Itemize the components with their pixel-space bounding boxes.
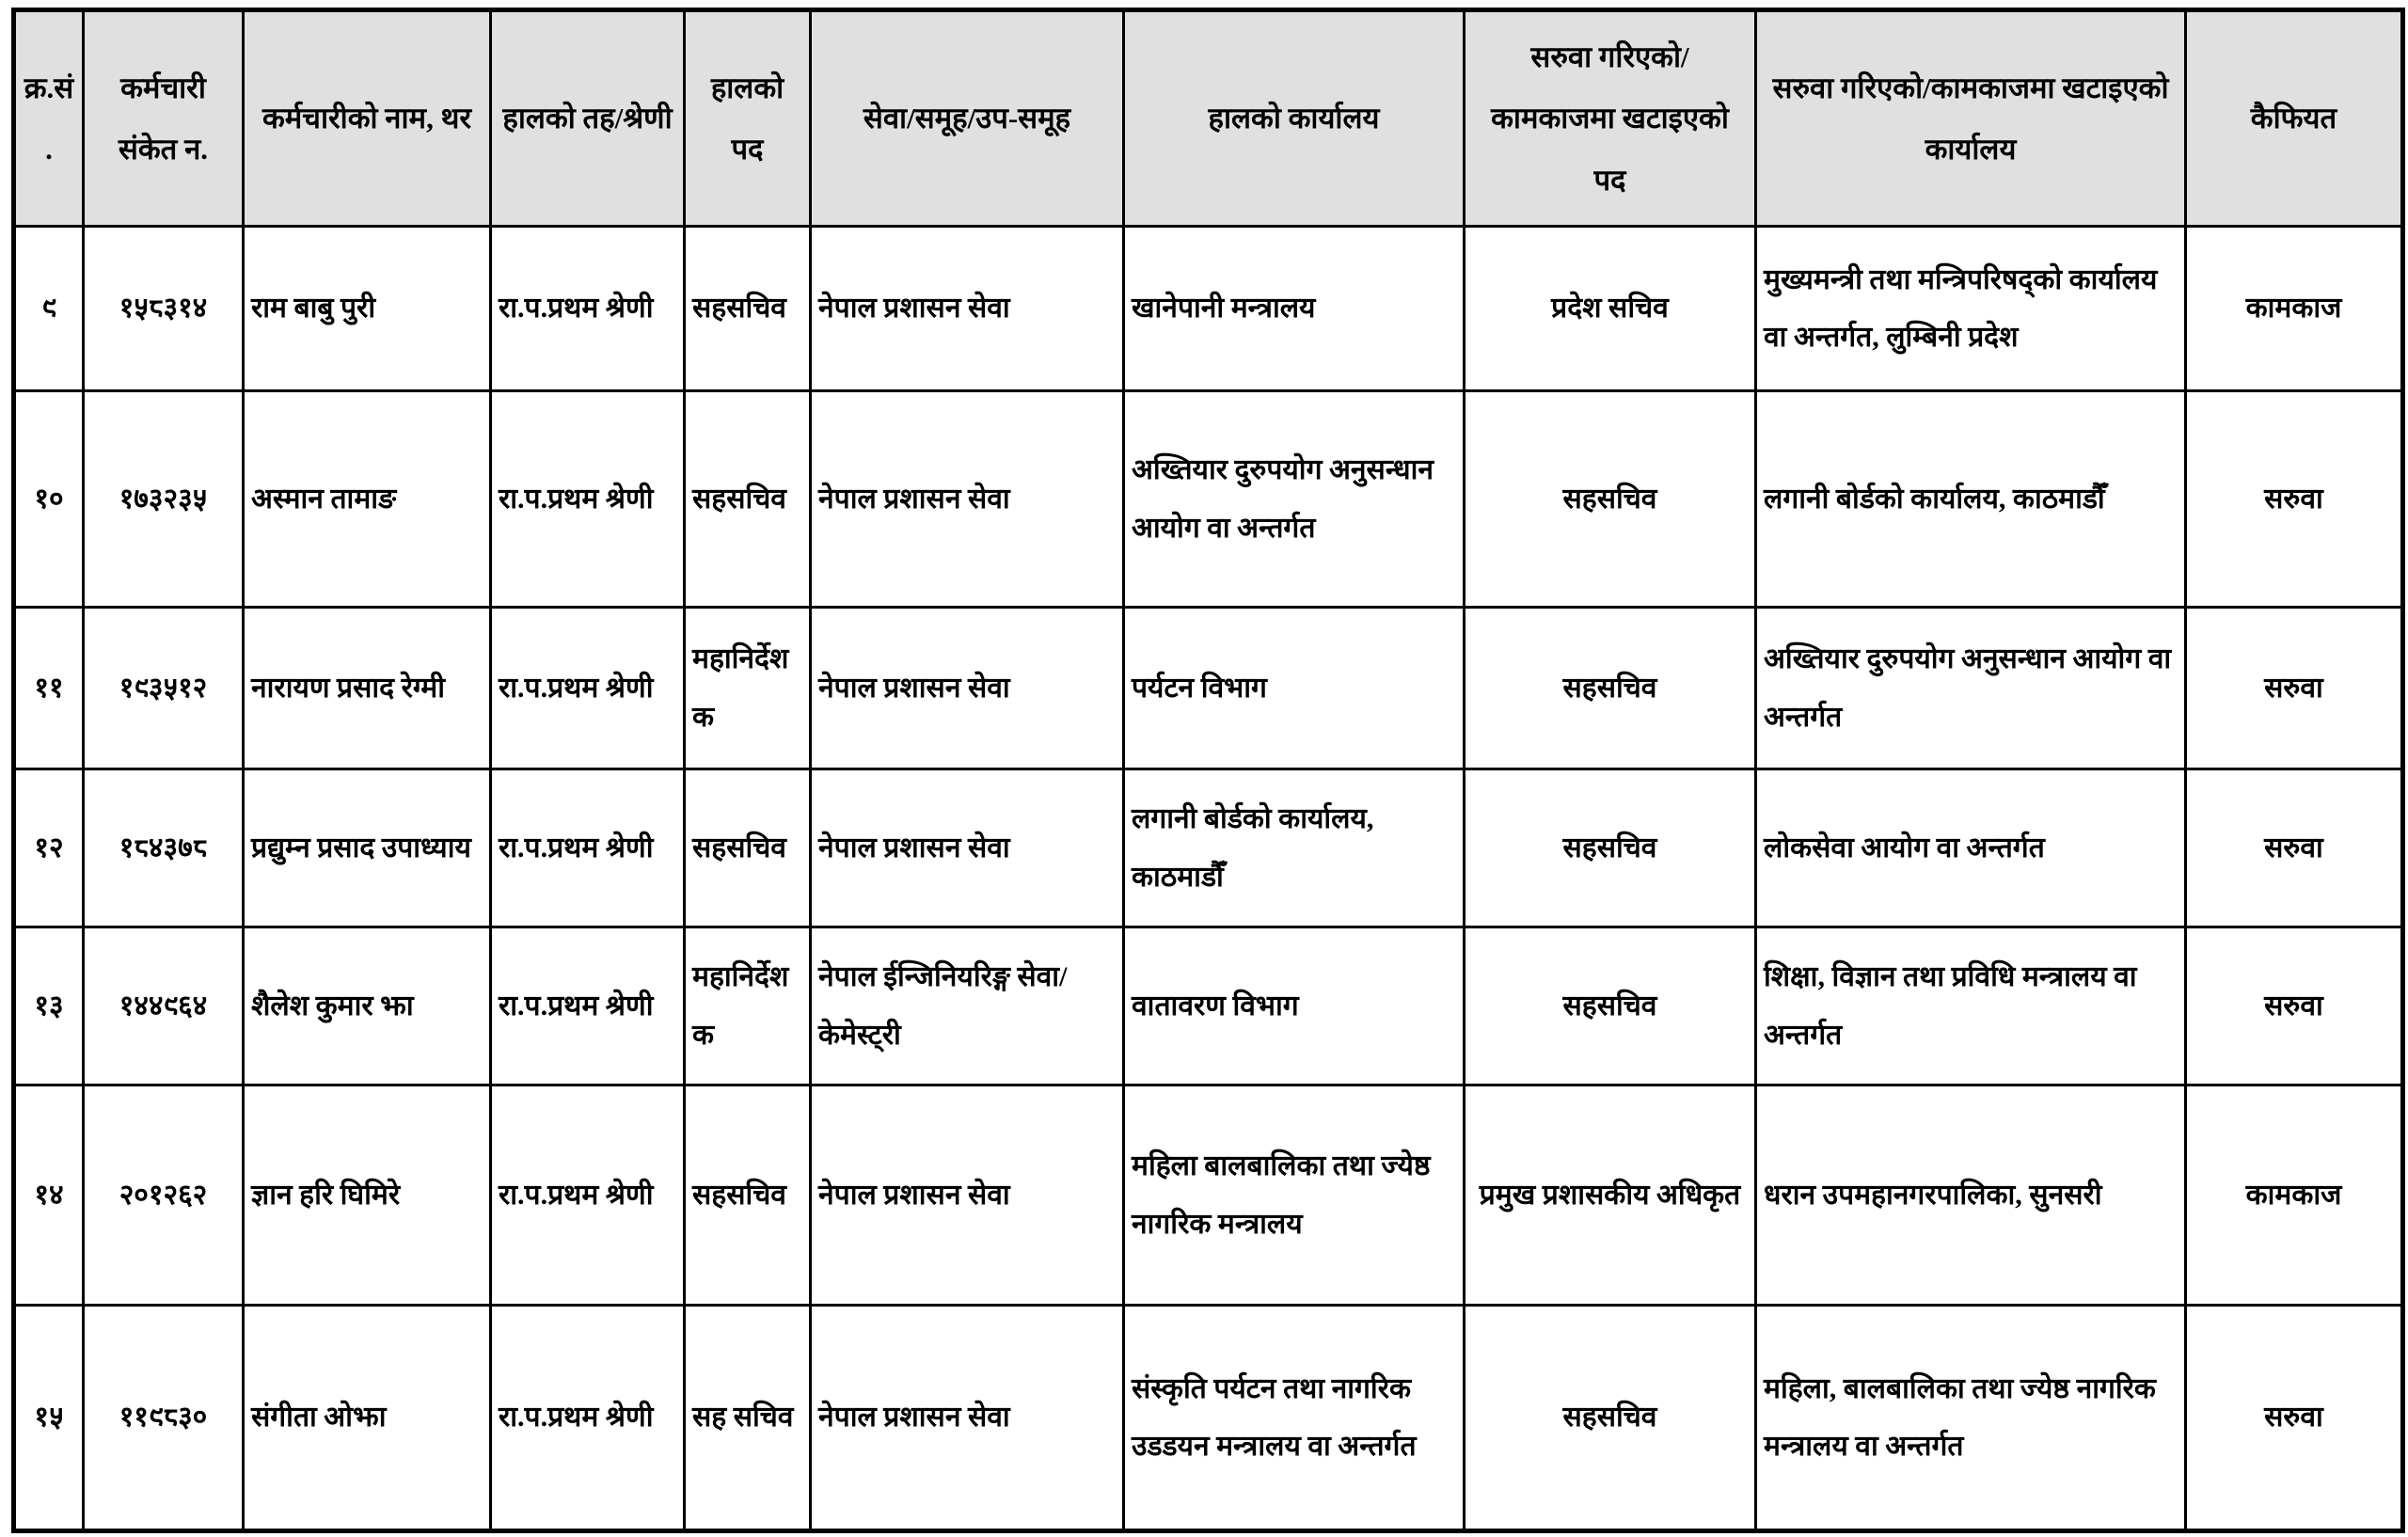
cell-employee-code: १८४३७८ <box>82 768 245 928</box>
cell-transferred-post: सहसचिव <box>1463 926 1757 1086</box>
cell-service-group: नेपाल प्रशासन सेवा <box>809 1304 1125 1532</box>
cell-current-post: सहसचिव <box>683 1084 812 1307</box>
cell-remarks: सरुवा <box>2184 606 2404 770</box>
cell-transferred-post: प्रमुख प्रशासकीय अधिकृत <box>1463 1084 1757 1307</box>
cell-current-post: महानिर्देशक <box>683 926 812 1086</box>
cell-transferred-office: लोकसेवा आयोग वा अन्तर्गत <box>1754 768 2187 928</box>
cell-service-group: नेपाल प्रशासन सेवा <box>809 389 1125 609</box>
cell-remarks: कामकाज <box>2184 225 2404 392</box>
cell-current-office: लगानी बोर्डको कार्यालय, काठमाडौँ <box>1122 768 1465 928</box>
cell-remarks: सरुवा <box>2184 389 2404 609</box>
cell-serial-number: ११ <box>12 606 85 770</box>
cell-current-post: सहसचिव <box>683 225 812 392</box>
cell-employee-code: १५८३१४ <box>82 225 245 392</box>
cell-employee-code: ११९८३० <box>82 1304 245 1532</box>
cell-current-office: वातावरण विभाग <box>1122 926 1465 1086</box>
cell-employee-code: १९३५१२ <box>82 606 245 770</box>
table-row: १३ १४४९६४ शैलेश कुमार झा रा.प.प्रथम श्रे… <box>12 926 2404 1086</box>
column-header-employee-name: कर्मचारीको नाम, थर <box>242 8 492 228</box>
cell-service-group: नेपाल प्रशासन सेवा <box>809 1084 1125 1307</box>
cell-service-group: नेपाल प्रशासन सेवा <box>809 606 1125 770</box>
cell-employee-name: अस्मान तामाङ <box>242 389 492 609</box>
table-row: १२ १८४३७८ प्रद्युम्न प्रसाद उपाध्याय रा.… <box>12 768 2404 928</box>
cell-current-level: रा.प.प्रथम श्रेणी <box>489 225 686 392</box>
table-row: १० १७३२३५ अस्मान तामाङ रा.प.प्रथम श्रेणी… <box>12 389 2404 609</box>
cell-current-office: संस्कृति पर्यटन तथा नागरिक उडडयन मन्त्रा… <box>1122 1304 1465 1532</box>
cell-transferred-post: सहसचिव <box>1463 768 1757 928</box>
cell-current-office: अख्तियार दुरुपयोग अनुसन्धान आयोग वा अन्त… <box>1122 389 1465 609</box>
cell-service-group: नेपाल प्रशासन सेवा <box>809 768 1125 928</box>
cell-remarks: सरुवा <box>2184 768 2404 928</box>
cell-remarks: कामकाज <box>2184 1084 2404 1307</box>
cell-transferred-office: मुख्यमन्त्री तथा मन्त्रिपरिषद्को कार्याल… <box>1754 225 2187 392</box>
cell-employee-name: राम बाबु पुरी <box>242 225 492 392</box>
cell-service-group: नेपाल ईन्जिनियरिङ्ग सेवा/केमेस्ट्री <box>809 926 1125 1086</box>
column-header-transferred-post: सरुवा गरिएको/ कामकाजमा खटाइएको पद <box>1463 8 1757 228</box>
column-header-service-group: सेवा/समूह/उप-समूह <box>809 8 1125 228</box>
cell-employee-code: २०१२६२ <box>82 1084 245 1307</box>
table-row: १५ ११९८३० संगीता ओझा रा.प.प्रथम श्रेणी स… <box>12 1304 2404 1532</box>
cell-current-level: रा.प.प्रथम श्रेणी <box>489 389 686 609</box>
cell-employee-code: १७३२३५ <box>82 389 245 609</box>
cell-employee-name: नारायण प्रसाद रेग्मी <box>242 606 492 770</box>
header-row: क्र.सं. कर्मचारी संकेत न. कर्मचारीको नाम… <box>12 8 2404 228</box>
cell-current-level: रा.प.प्रथम श्रेणी <box>489 926 686 1086</box>
cell-current-office: खानेपानी मन्त्रालय <box>1122 225 1465 392</box>
cell-employee-name: संगीता ओझा <box>242 1304 492 1532</box>
column-header-transferred-office: सरुवा गरिएको/कामकाजमा खटाइएको कार्यालय <box>1754 8 2187 228</box>
cell-current-level: रा.प.प्रथम श्रेणी <box>489 606 686 770</box>
transfer-table: क्र.सं. कर्मचारी संकेत न. कर्मचारीको नाम… <box>11 8 2405 1533</box>
cell-current-post: सह सचिव <box>683 1304 812 1532</box>
cell-serial-number: १४ <box>12 1084 85 1307</box>
cell-serial-number: ९ <box>12 225 85 392</box>
cell-serial-number: १३ <box>12 926 85 1086</box>
cell-transferred-office: महिला, बालबालिका तथा ज्येष्ठ नागरिक मन्त… <box>1754 1304 2187 1532</box>
cell-current-level: रा.प.प्रथम श्रेणी <box>489 768 686 928</box>
column-header-employee-code: कर्मचारी संकेत न. <box>82 8 245 228</box>
cell-current-level: रा.प.प्रथम श्रेणी <box>489 1084 686 1307</box>
cell-current-level: रा.प.प्रथम श्रेणी <box>489 1304 686 1532</box>
column-header-current-office: हालको कार्यालय <box>1122 8 1465 228</box>
cell-transferred-office: धरान उपमहानगरपालिका, सुनसरी <box>1754 1084 2187 1307</box>
cell-employee-name: प्रद्युम्न प्रसाद उपाध्याय <box>242 768 492 928</box>
column-header-current-level: हालको तह/श्रेणी <box>489 8 686 228</box>
table-header: क्र.सं. कर्मचारी संकेत न. कर्मचारीको नाम… <box>12 8 2404 228</box>
cell-current-post: महानिर्देशक <box>683 606 812 770</box>
cell-transferred-post: सहसचिव <box>1463 1304 1757 1532</box>
cell-current-office: पर्यटन विभाग <box>1122 606 1465 770</box>
cell-employee-code: १४४९६४ <box>82 926 245 1086</box>
cell-service-group: नेपाल प्रशासन सेवा <box>809 225 1125 392</box>
cell-serial-number: १२ <box>12 768 85 928</box>
cell-remarks: सरुवा <box>2184 1304 2404 1532</box>
cell-current-post: सहसचिव <box>683 389 812 609</box>
cell-serial-number: १५ <box>12 1304 85 1532</box>
cell-transferred-post: सहसचिव <box>1463 389 1757 609</box>
table-row: ११ १९३५१२ नारायण प्रसाद रेग्मी रा.प.प्रथ… <box>12 606 2404 770</box>
cell-serial-number: १० <box>12 389 85 609</box>
cell-transferred-post: सहसचिव <box>1463 606 1757 770</box>
column-header-remarks: कैफियत <box>2184 8 2404 228</box>
cell-transferred-office: शिक्षा, विज्ञान तथा प्रविधि मन्त्रालय वा… <box>1754 926 2187 1086</box>
cell-current-office: महिला बालबालिका तथा ज्येष्ठ नागरिक मन्त्… <box>1122 1084 1465 1307</box>
cell-transferred-office: लगानी बोर्डको कार्यालय, काठमाडौँ <box>1754 389 2187 609</box>
table-row: १४ २०१२६२ ज्ञान हरि घिमिरे रा.प.प्रथम श्… <box>12 1084 2404 1307</box>
cell-remarks: सरुवा <box>2184 926 2404 1086</box>
cell-employee-name: शैलेश कुमार झा <box>242 926 492 1086</box>
column-header-current-post: हालको पद <box>683 8 812 228</box>
cell-transferred-post: प्रदेश सचिव <box>1463 225 1757 392</box>
table-body: ९ १५८३१४ राम बाबु पुरी रा.प.प्रथम श्रेणी… <box>12 225 2404 1532</box>
table-row: ९ १५८३१४ राम बाबु पुरी रा.प.प्रथम श्रेणी… <box>12 225 2404 392</box>
cell-transferred-office: अख्तियार दुरुपयोग अनुसन्धान आयोग वा अन्त… <box>1754 606 2187 770</box>
column-header-serial-number: क्र.सं. <box>12 8 85 228</box>
cell-current-post: सहसचिव <box>683 768 812 928</box>
cell-employee-name: ज्ञान हरि घिमिरे <box>242 1084 492 1307</box>
